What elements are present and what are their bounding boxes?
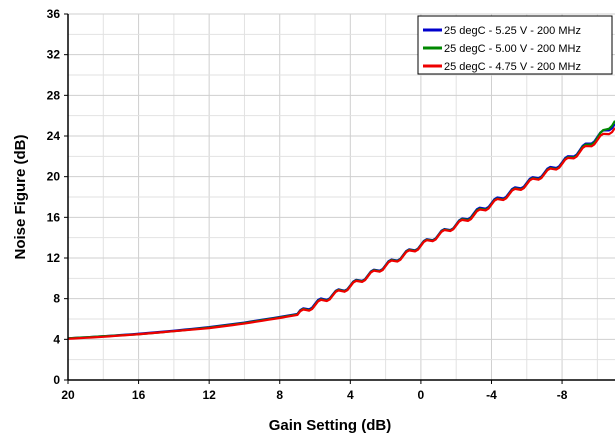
x-tick-label: 0: [418, 388, 425, 402]
x-tick-label: 20: [61, 388, 75, 402]
series-line-3: [67, 127, 615, 340]
y-tick-label: 0: [53, 373, 60, 387]
y-tick-label: 12: [47, 251, 61, 265]
y-tick-label: 24: [47, 129, 61, 143]
legend-label-3: 25 degC - 4.75 V - 200 MHz: [444, 61, 581, 73]
y-tick-label: 8: [53, 292, 60, 306]
y-tick-label: 36: [47, 7, 61, 21]
x-tick-label: 8: [276, 388, 283, 402]
x-axis-title: Gain Setting (dB): [269, 417, 392, 434]
y-tick-label: 28: [47, 88, 61, 102]
legend-box: [417, 15, 613, 75]
legend-label-1: 25 degC - 5.25 V - 200 MHz: [444, 25, 581, 37]
y-tick-label: 16: [47, 210, 61, 224]
series-layer: [67, 120, 615, 340]
x-tick-label: 16: [132, 388, 146, 402]
y-tick-label: 32: [47, 48, 61, 62]
y-tick-label: 20: [47, 170, 61, 184]
legend: 25 degC - 5.25 V - 200 MHz 25 degC - 5.00…: [417, 15, 613, 75]
grid-lines: [67, 13, 615, 381]
y-tick-label: 4: [53, 332, 60, 346]
axes: [67, 14, 615, 381]
x-tick-label: 4: [347, 388, 354, 402]
x-tick-labels: 20 16 12 8 4 0 -4 -8: [61, 380, 568, 402]
y-axis-title: Noise Figure (dB): [12, 134, 29, 259]
x-tick-label: 12: [202, 388, 216, 402]
legend-label-2: 25 degC - 5.00 V - 200 MHz: [444, 43, 581, 55]
x-tick-label: -4: [486, 388, 497, 402]
x-tick-label: -8: [557, 388, 568, 402]
y-tick-labels: 0 4 8 12 16 20 24 28 32 36: [47, 7, 68, 387]
